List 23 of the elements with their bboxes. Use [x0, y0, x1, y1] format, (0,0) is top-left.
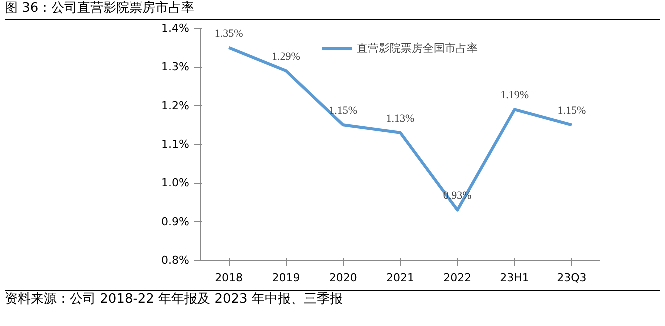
data-label: 1.35%	[214, 28, 244, 40]
y-tick-label: 0.9%	[162, 215, 190, 228]
data-label: 1.29%	[272, 51, 300, 64]
data-label: 1.15%	[329, 105, 358, 118]
x-tick-label: 2022	[444, 272, 472, 284]
x-tick-label: 23H1	[500, 272, 530, 284]
text: 资料来源：公司 2018-22 年年报及 2023 年中报、三季报	[5, 291, 343, 309]
legend-label: 直营影院票房全国市占率	[357, 40, 478, 56]
y-tick-label: 1.1%	[162, 138, 190, 151]
data-label: 1.19%	[500, 90, 529, 102]
x-tick-label: 2019	[272, 272, 300, 284]
x-tick-label: 2021	[386, 272, 415, 284]
y-tick-label: 1.3%	[162, 60, 190, 74]
x-tick-label: 2020	[329, 272, 358, 284]
chart-title: 图 36：公司直营影院票房市占率	[5, 0, 195, 18]
y-tick-label: 1.0%	[162, 176, 190, 190]
y-tick-label: 0.8%	[162, 254, 190, 267]
x-tick-label: 23Q3	[557, 272, 587, 284]
data-label: 1.15%	[558, 105, 586, 118]
y-tick-label: 1.4%	[162, 22, 190, 35]
x-tick-label: 2018	[215, 272, 244, 284]
y-tick-label: 1.2%	[162, 99, 190, 112]
data-label: 1.13%	[386, 112, 415, 125]
